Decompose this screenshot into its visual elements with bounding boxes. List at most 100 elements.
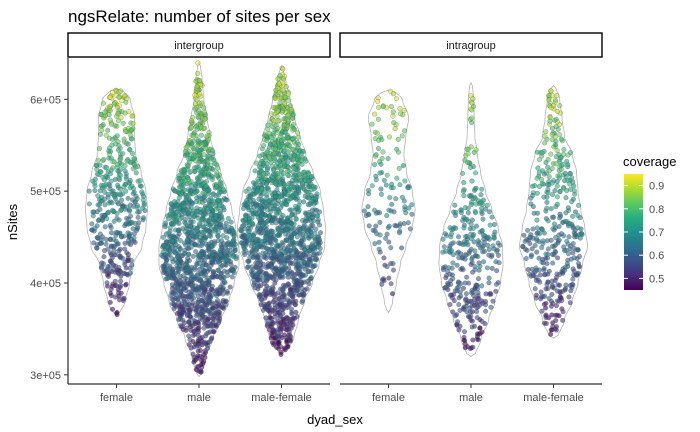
data-point (541, 265, 547, 272)
data-point (467, 164, 474, 170)
data-point (486, 246, 492, 253)
data-point (483, 308, 489, 314)
data-point (260, 160, 266, 166)
data-point (309, 233, 315, 239)
data-point (217, 210, 223, 217)
data-point (316, 236, 322, 243)
data-point (127, 270, 133, 276)
data-point (543, 255, 549, 261)
data-point (273, 209, 279, 216)
data-point (287, 143, 293, 149)
data-point (276, 81, 282, 87)
violin-intragroup-male (438, 81, 504, 357)
data-point (202, 339, 208, 345)
y-tick-label: 6e+05 (30, 94, 61, 106)
data-point (386, 223, 392, 229)
data-point (216, 320, 222, 326)
data-point (299, 235, 306, 241)
data-point (249, 207, 255, 213)
data-point (224, 240, 230, 246)
data-point (101, 156, 107, 163)
data-point (283, 327, 289, 333)
data-point (200, 251, 206, 257)
data-point (114, 162, 121, 168)
data-point (440, 267, 446, 273)
data-point (566, 234, 572, 240)
data-point (407, 226, 413, 232)
data-point (470, 344, 476, 350)
data-point (131, 231, 137, 237)
data-point (169, 238, 175, 244)
data-point (176, 304, 182, 310)
data-point (282, 154, 289, 160)
data-point (267, 141, 274, 147)
strip-label-intragroup: intragroup (446, 40, 496, 52)
legend-tick-label: 0.6 (649, 250, 664, 262)
data-point (125, 141, 131, 147)
data-point (395, 149, 402, 155)
data-point (533, 274, 539, 280)
data-point (206, 246, 212, 252)
data-point (174, 259, 180, 266)
data-point (542, 133, 548, 139)
data-point (202, 125, 208, 131)
data-point (486, 275, 492, 281)
data-point (205, 187, 211, 193)
data-point (280, 76, 287, 82)
data-point (284, 335, 290, 341)
axes: female male male-female female male male-fema… (30, 58, 602, 404)
data-point (193, 313, 199, 319)
data-point (281, 261, 287, 267)
data-point (273, 237, 279, 244)
data-point (97, 206, 103, 212)
data-point (389, 291, 396, 297)
data-point (286, 299, 292, 305)
data-point (196, 115, 202, 121)
data-point (565, 162, 571, 168)
data-point (536, 169, 542, 176)
data-point (402, 128, 408, 134)
data-point (472, 264, 478, 270)
data-point (114, 133, 120, 139)
data-point (184, 237, 191, 243)
data-point (298, 241, 304, 247)
data-point (557, 155, 564, 161)
data-point (198, 132, 204, 138)
data-point (273, 181, 279, 187)
data-point (550, 260, 556, 266)
data-point (554, 183, 560, 189)
data-point (286, 186, 292, 192)
data-point (107, 222, 113, 228)
data-point (208, 286, 215, 292)
data-point (456, 301, 462, 308)
data-point (552, 225, 559, 231)
data-point (261, 254, 267, 260)
data-point (231, 253, 237, 260)
data-point (107, 299, 113, 305)
data-point (452, 202, 458, 208)
data-point (195, 122, 201, 128)
data-point (440, 236, 446, 242)
data-point (372, 162, 378, 168)
data-point (260, 170, 266, 176)
data-point (194, 343, 200, 349)
data-point (296, 188, 302, 194)
data-point (196, 231, 202, 237)
data-point (464, 233, 470, 240)
data-point (119, 98, 125, 104)
data-point (553, 312, 559, 318)
data-point (206, 197, 212, 203)
data-point (464, 216, 470, 222)
data-point (231, 240, 237, 246)
data-point (111, 247, 117, 253)
point-layer-intergroup (86, 60, 324, 375)
data-point (110, 136, 116, 142)
panel-intergroup: intergroup (67, 32, 331, 378)
data-point (447, 243, 453, 249)
data-point (543, 129, 549, 135)
data-point (196, 108, 202, 114)
data-point (249, 215, 255, 221)
data-point (195, 271, 201, 277)
data-point (385, 156, 391, 162)
data-point (179, 253, 186, 259)
